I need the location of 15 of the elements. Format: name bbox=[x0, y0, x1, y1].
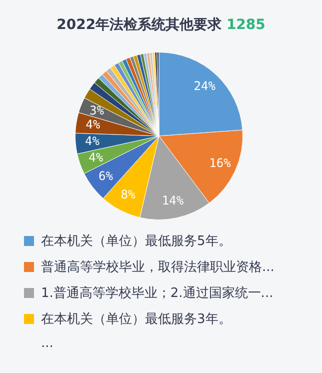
data-label: 3% bbox=[90, 103, 105, 118]
legend-label: 在本机关（单位）最低服务5年。 bbox=[40, 233, 232, 251]
data-label: 4% bbox=[85, 134, 100, 148]
data-label: 6% bbox=[98, 168, 114, 183]
data-label: 14% bbox=[162, 194, 184, 208]
legend-label: 在本机关（单位）最低服务3年。 bbox=[40, 311, 232, 329]
text: ... bbox=[40, 335, 54, 353]
data-label: 8% bbox=[120, 188, 136, 202]
data-label: 4% bbox=[88, 150, 104, 164]
legend-label: 普通高等学校毕业，取得法律职业资格... bbox=[40, 258, 274, 277]
data-label: 4% bbox=[86, 118, 101, 132]
data-label: 24% bbox=[194, 79, 216, 94]
data-label: 16% bbox=[209, 156, 232, 170]
chart-title: 2022年法检系统其他要求 1285 bbox=[56, 16, 266, 34]
legend-label: 1.普通高等学校毕业；2.通过国家统一... bbox=[40, 284, 274, 303]
